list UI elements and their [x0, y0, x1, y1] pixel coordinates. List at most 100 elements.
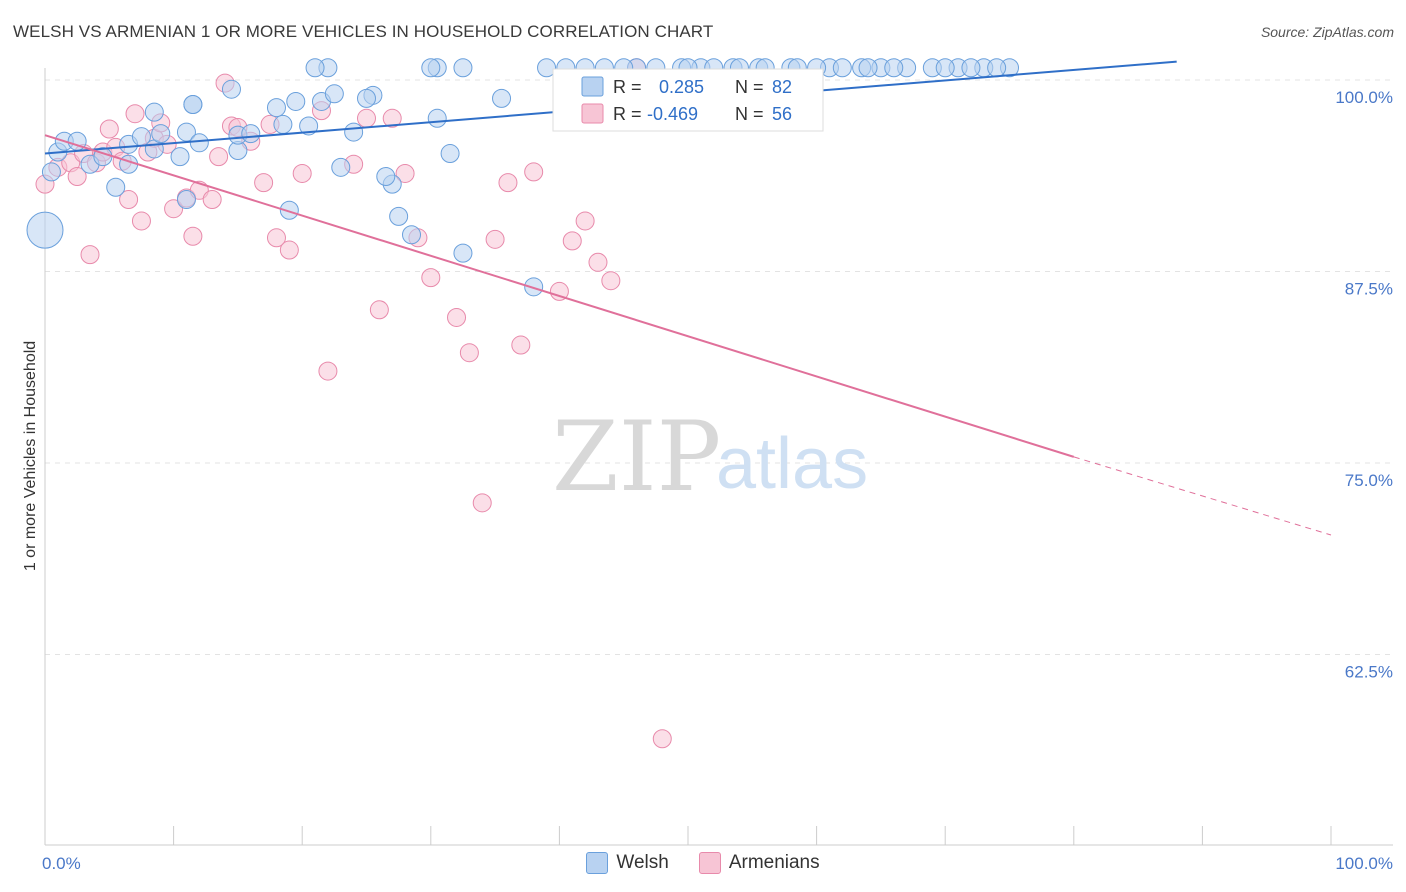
welsh-point-64 — [357, 88, 376, 108]
armenian-n-label: N = — [735, 104, 764, 124]
welsh-point-63 — [376, 167, 396, 187]
armenian-point-37 — [369, 300, 389, 320]
armenian-r-value: -0.469 — [647, 104, 698, 124]
armenian-point-49 — [549, 281, 569, 301]
welsh-point-38 — [453, 58, 473, 78]
welsh-point-79 — [961, 58, 981, 78]
welsh-point-41 — [524, 277, 544, 297]
welsh-swatch — [586, 852, 609, 874]
welsh-point-30 — [324, 84, 344, 104]
welsh-point-19 — [183, 95, 203, 115]
series-legend: Welsh Armenians — [0, 852, 1406, 874]
welsh-point-20 — [221, 79, 241, 99]
welsh-point-26 — [279, 200, 299, 220]
welsh-point-28 — [299, 116, 319, 136]
welsh-point-31 — [331, 157, 351, 177]
welsh-point-77 — [884, 58, 904, 78]
welsh-point-14 — [170, 147, 190, 167]
armenian-point-18 — [164, 199, 184, 219]
welsh-point-40 — [492, 88, 512, 108]
welsh-point-25 — [273, 114, 293, 134]
armenian-n-value: 56 — [772, 104, 792, 124]
stats-legend: R = 0.285 N = 82 R = -0.469 N = 56 — [552, 68, 824, 132]
welsh-point-36 — [427, 108, 447, 128]
legend-welsh-label: Welsh — [616, 852, 669, 873]
armenian-trend-extension — [1073, 456, 1332, 536]
welsh-point-67 — [305, 58, 325, 78]
welsh-point-24 — [266, 98, 286, 118]
armenians-swatch — [698, 852, 721, 874]
armenian-point-32 — [292, 163, 312, 183]
armenian-point-48 — [524, 162, 544, 182]
armenian-point-8 — [99, 119, 119, 139]
axes — [44, 68, 1393, 846]
welsh-point-0 — [26, 211, 64, 249]
welsh-point-78 — [935, 58, 955, 78]
armenian-trend-line — [44, 134, 1075, 458]
armenian-point-44 — [472, 493, 492, 513]
source-label: Source: ZipAtlas.com — [1260, 24, 1394, 40]
legend-item-armenians[interactable]: Armenians — [698, 852, 820, 874]
x-tick-label-max: 100.0% — [1335, 854, 1393, 873]
y-axis-label: 1 or more Vehicles in Household — [22, 341, 39, 571]
gridlines — [45, 79, 1393, 655]
armenian-point-3 — [67, 167, 87, 187]
armenian-point-20 — [183, 226, 203, 246]
armenian-point-47 — [511, 335, 531, 355]
armenian-point-55 — [652, 729, 672, 749]
welsh-r-label: R = — [613, 77, 642, 97]
welsh-n-label: N = — [735, 77, 764, 97]
welsh-point-34 — [389, 206, 409, 226]
welsh-legend-swatch — [581, 76, 604, 97]
armenian-point-43 — [459, 343, 479, 363]
legend-armenians-label: Armenians — [728, 852, 820, 873]
welsh-point-7 — [106, 177, 126, 197]
armenian-point-38 — [382, 108, 402, 128]
welsh-point-65 — [344, 122, 364, 142]
armenian-point-42 — [447, 307, 467, 327]
welsh-point-1 — [41, 162, 61, 182]
welsh-point-75 — [832, 58, 852, 78]
x-tick-label-min: 0.0% — [42, 854, 81, 873]
welsh-point-23 — [241, 124, 261, 144]
armenian-point-36 — [357, 108, 376, 128]
armenian-point-50 — [562, 231, 582, 251]
welsh-point-12 — [144, 102, 164, 122]
y-tick-label-3: 100.0% — [1335, 88, 1393, 107]
armenian-point-22 — [202, 189, 222, 209]
welsh-point-76 — [858, 58, 878, 78]
welsh-point-39 — [453, 243, 473, 263]
armenian-point-39 — [395, 163, 415, 183]
legend-item-welsh[interactable]: Welsh — [586, 852, 669, 874]
welsh-r-value: 0.285 — [659, 77, 704, 97]
armenian-point-23 — [209, 147, 229, 167]
watermark-atlas: atlas — [716, 424, 868, 504]
welsh-point-80 — [987, 58, 1007, 78]
armenian-legend-swatch — [581, 103, 604, 124]
y-tick-labels: 62.5% 75.0% 87.5% 100.0% — [1335, 88, 1393, 682]
welsh-point-27 — [286, 91, 306, 111]
welsh-point-62 — [402, 225, 422, 245]
armenian-point-5 — [80, 245, 100, 265]
watermark-zip: ZIP — [552, 401, 721, 513]
armenian-point-41 — [421, 268, 441, 288]
armenian-point-45 — [485, 229, 505, 249]
armenian-point-12 — [125, 104, 145, 124]
welsh-point-42 — [537, 58, 557, 78]
armenian-point-52 — [588, 252, 608, 272]
welsh-point-15 — [176, 189, 196, 209]
welsh-point-37 — [440, 144, 460, 164]
welsh-points — [26, 58, 1019, 297]
y-tick-label-2: 87.5% — [1345, 280, 1393, 299]
armenian-point-34 — [318, 361, 338, 381]
armenian-point-30 — [266, 228, 286, 248]
armenian-point-46 — [498, 173, 518, 193]
y-tick-label-0: 62.5% — [1345, 663, 1393, 682]
welsh-point-17 — [189, 133, 209, 153]
armenian-point-31 — [279, 240, 299, 260]
armenian-point-51 — [575, 211, 595, 231]
armenian-point-11 — [119, 189, 139, 209]
y-tick-label-1: 75.0% — [1345, 471, 1393, 490]
chart-title: WELSH VS ARMENIAN 1 OR MORE VEHICLES IN … — [13, 22, 714, 41]
